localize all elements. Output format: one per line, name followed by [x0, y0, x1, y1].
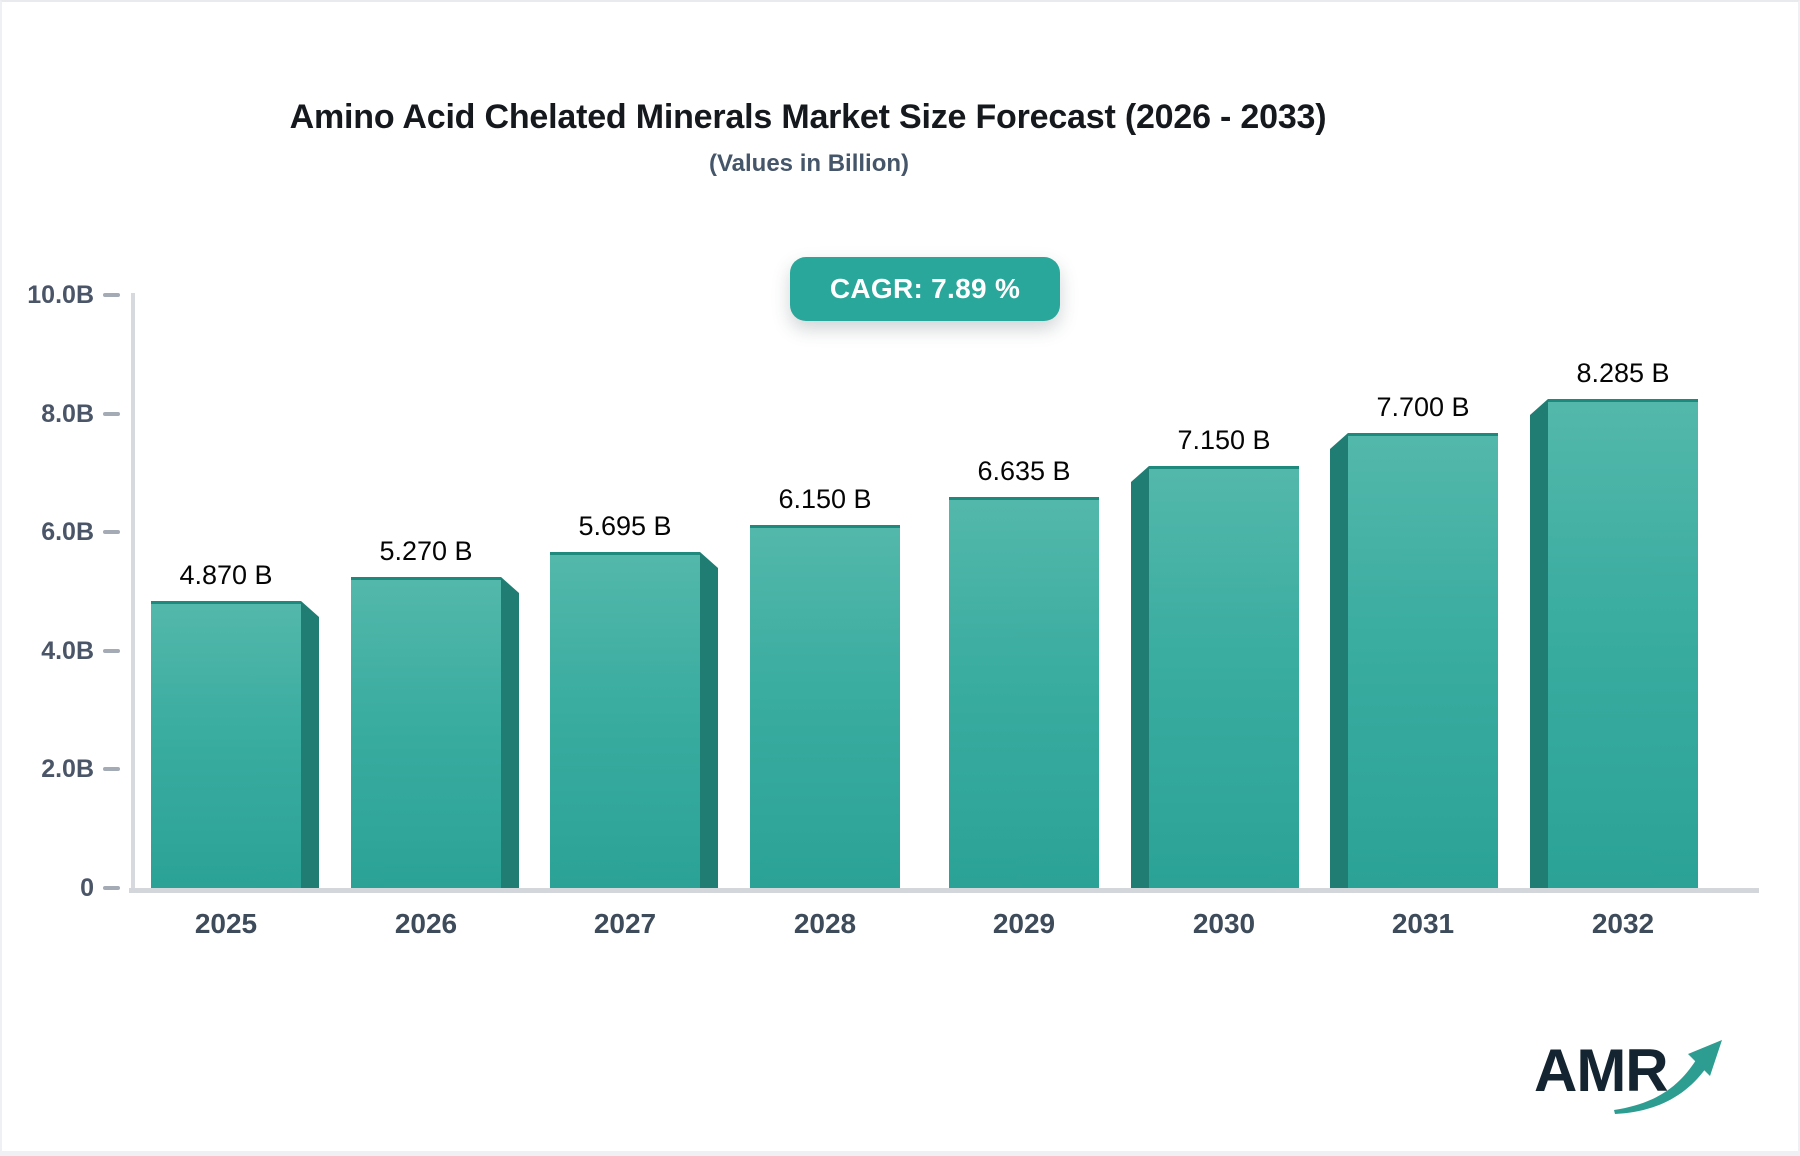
y-tick-label: 4.0B — [41, 637, 94, 665]
bar-side-face-2032 — [1530, 399, 1548, 890]
y-tick-mark — [103, 412, 120, 416]
bar-2031 — [1348, 433, 1498, 890]
bar-2027 — [550, 552, 700, 890]
bar-2028 — [750, 525, 900, 890]
y-tick-mark — [103, 530, 120, 534]
bar-2032 — [1548, 399, 1698, 890]
bar-side-face-2030 — [1131, 466, 1149, 890]
chart-title: Amino Acid Chelated Minerals Market Size… — [289, 98, 1327, 136]
bar-value-label-2026: 5.270 B — [379, 536, 473, 566]
growth-arrow-icon — [1614, 1040, 1722, 1114]
x-axis-label-2031: 2031 — [1391, 908, 1455, 939]
bar-value-label-2032: 8.285 B — [1576, 358, 1670, 388]
y-axis-tick-4.0B: 4.0B — [2, 636, 132, 666]
cagr-badge: CAGR: 7.89 % — [790, 257, 1060, 321]
bar-side-face-2026 — [501, 577, 519, 890]
y-tick-label: 10.0B — [27, 281, 94, 309]
bar-value-label-2025: 4.870 B — [179, 560, 273, 590]
y-tick-mark — [103, 649, 120, 653]
bar-2025 — [151, 601, 301, 890]
y-tick-label: 8.0B — [41, 400, 94, 428]
bar-2026 — [351, 577, 501, 890]
y-axis-tick-2.0B: 2.0B — [2, 754, 132, 784]
y-axis-tick-6.0B: 6.0B — [2, 517, 132, 547]
y-tick-label: 6.0B — [41, 518, 94, 546]
y-axis-tick-8.0B: 8.0B — [2, 399, 132, 429]
x-axis-label-2026: 2026 — [394, 908, 458, 939]
y-tick-label: 2.0B — [41, 755, 94, 783]
y-axis-line — [131, 293, 135, 893]
y-axis-tick-0: 0 — [2, 873, 132, 903]
x-axis-label-2028: 2028 — [793, 908, 857, 939]
chart-subtitle: (Values in Billion) — [708, 150, 910, 177]
bar-value-label-2027: 5.695 B — [578, 511, 672, 541]
y-tick-mark — [103, 767, 120, 771]
x-axis-label-2027: 2027 — [593, 908, 657, 939]
y-tick-label: 0 — [80, 874, 94, 902]
x-axis-label-2030: 2030 — [1192, 908, 1256, 939]
cagr-badge-label: CAGR: 7.89 % — [829, 273, 1021, 304]
bar-side-face-2027 — [700, 552, 718, 890]
bar-2029 — [949, 497, 1099, 890]
x-axis-label-2032: 2032 — [1591, 908, 1655, 939]
y-tick-mark — [103, 293, 120, 297]
bar-side-face-2025 — [301, 601, 319, 890]
bar-side-face-2031 — [1330, 433, 1348, 890]
y-tick-mark — [103, 886, 120, 890]
bar-value-label-2028: 6.150 B — [778, 484, 872, 514]
bar-value-label-2030: 7.150 B — [1177, 425, 1271, 455]
y-axis-tick-10.0B: 10.0B — [2, 280, 132, 310]
amr-logo: AMR — [1534, 1036, 1724, 1120]
bar-2030 — [1149, 466, 1299, 890]
x-axis-label-2029: 2029 — [992, 908, 1056, 939]
bar-value-label-2029: 6.635 B — [977, 456, 1071, 486]
x-axis-label-2025: 2025 — [194, 908, 258, 939]
x-axis-line — [129, 888, 1759, 893]
bar-value-label-2031: 7.700 B — [1376, 392, 1470, 422]
amr-logo-text: AMR — [1534, 1037, 1669, 1104]
